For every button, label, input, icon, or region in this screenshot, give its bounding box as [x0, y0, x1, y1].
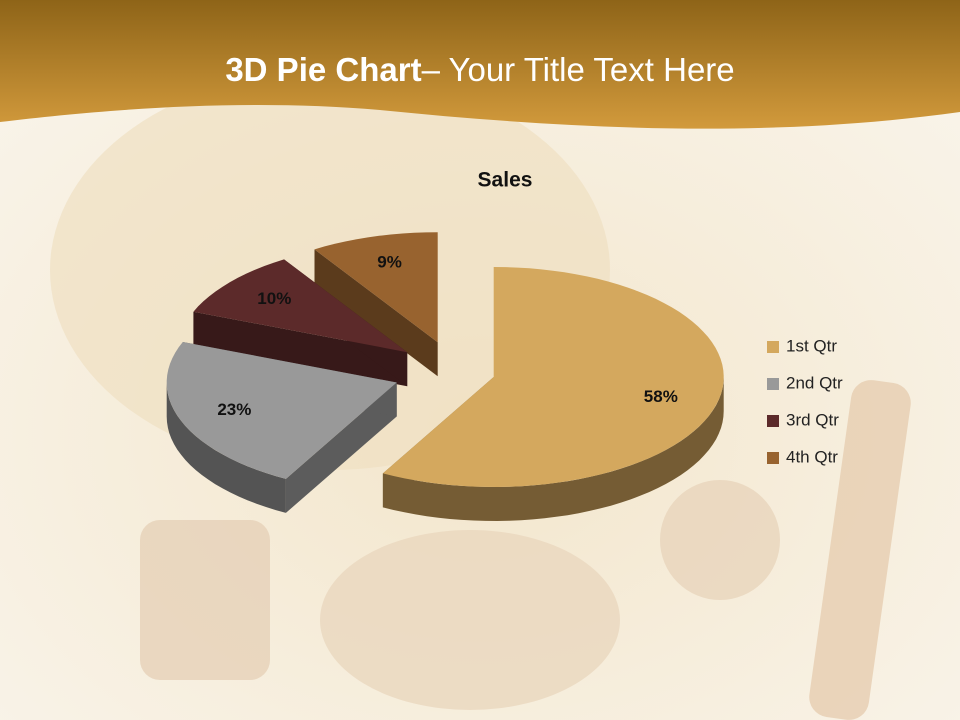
data-label: 10%	[257, 289, 291, 308]
data-label: 23%	[217, 400, 251, 419]
legend-label: 3rd Qtr	[786, 410, 839, 429]
slice	[166, 342, 397, 479]
chart-title: Sales	[478, 169, 533, 192]
legend-swatch	[767, 378, 779, 390]
slide-title: 3D Pie Chart– Your Title Text Here	[225, 51, 734, 88]
title-rest: – Your Title Text Here	[422, 51, 735, 88]
slice-radial-side	[285, 382, 397, 513]
background-spoon	[320, 530, 620, 710]
slice	[193, 259, 408, 353]
legend-swatch	[767, 452, 779, 464]
legend-swatch	[767, 415, 779, 427]
legend: 1st Qtr 2nd Qtr 3rd Qtr 4th Qtr	[767, 336, 843, 466]
slice-outer-side	[166, 382, 286, 513]
legend-label: 2nd Qtr	[786, 373, 843, 392]
legend-swatch	[767, 341, 779, 353]
background-stick	[809, 380, 911, 720]
data-label: 58%	[644, 387, 678, 406]
data-label: 9%	[377, 252, 402, 271]
slice-radial-side	[193, 311, 408, 387]
legend-label: 4th Qtr	[786, 447, 838, 466]
title-banner	[0, 0, 960, 129]
pie-labels: 58% 23% 10% 9%	[217, 252, 677, 418]
background-nut	[660, 480, 780, 600]
slice	[314, 232, 438, 343]
slice	[382, 267, 724, 487]
title-bold: 3D Pie Chart	[225, 51, 421, 88]
background-sugar	[140, 520, 270, 680]
legend-label: 1st Qtr	[786, 336, 837, 355]
slice-outer-side	[382, 377, 724, 521]
slice-radial-side	[314, 249, 438, 377]
pie-tops	[166, 232, 724, 487]
